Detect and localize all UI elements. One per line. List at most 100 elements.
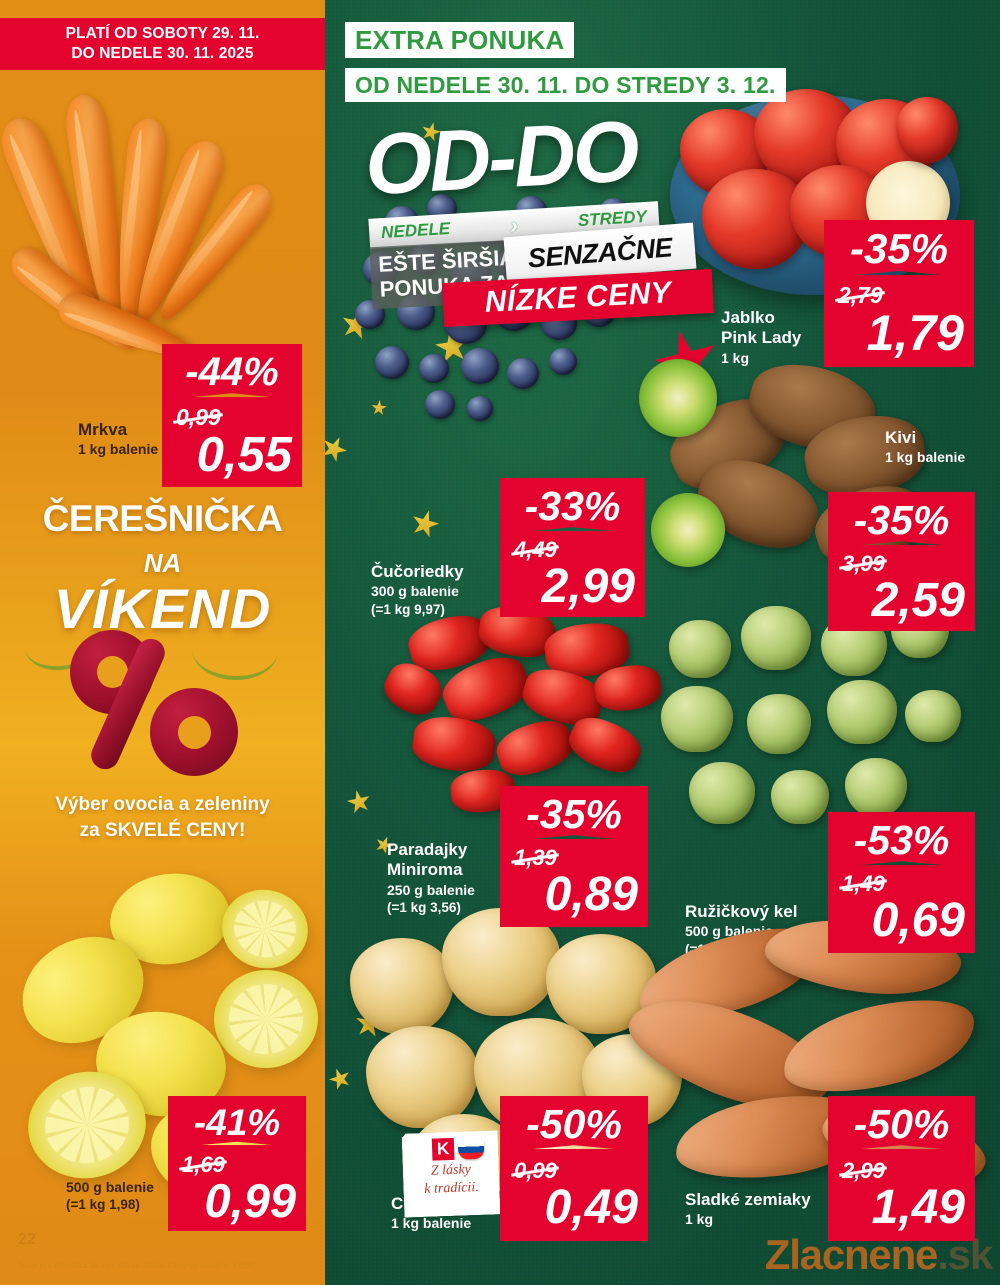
slovak-flag-icon bbox=[457, 1139, 485, 1160]
discount-jablko: -35% bbox=[824, 220, 974, 278]
price-box-paradajky: 1,39 0,89 bbox=[500, 839, 648, 927]
product-unit-citrony: 500 g balenie bbox=[66, 1179, 154, 1195]
discount-citrony: -41% bbox=[168, 1096, 306, 1148]
cherry-stem-right-icon bbox=[190, 618, 280, 682]
discount-mrkva: -44% bbox=[162, 344, 302, 400]
kaufland-logo-icon bbox=[431, 1137, 455, 1161]
product-name-zemiaky: Sladké zemiaky bbox=[685, 1190, 811, 1209]
new-price-kel: 0,69 bbox=[871, 894, 965, 947]
price-badge-kivi: -35% 3,99 2,59 bbox=[828, 492, 975, 631]
offer-period-tag: OD NEDELE 30. 11. DO STREDY 3. 12. bbox=[345, 68, 786, 102]
old-price-paradajky: 1,39 bbox=[514, 845, 557, 870]
extra-offer-tag: EXTRA PONUKA bbox=[345, 22, 575, 58]
left-column: PLATÍ OD SOBOTY 29. 11. DO NEDELE 30. 11… bbox=[0, 0, 325, 1285]
ribbon-from: NEDELE bbox=[380, 218, 451, 243]
price-badge-cibula: -50% 0,99 0,49 bbox=[500, 1096, 648, 1241]
price-box-mrkva: 0,99 0,55 bbox=[162, 397, 302, 487]
product-perkg-citrony: (=1 kg 1,98) bbox=[66, 1197, 140, 1213]
product-name-kel: Ružičkový kel bbox=[685, 902, 798, 921]
new-price-cibula: 0,49 bbox=[544, 1181, 638, 1234]
hero-vikend: VÍKEND bbox=[53, 577, 272, 640]
new-price-zemiaky: 1,49 bbox=[871, 1181, 965, 1234]
price-box-cibula: 0,99 0,49 bbox=[500, 1149, 648, 1241]
product-name-cibula: Cibuľa žltá bbox=[391, 1194, 478, 1213]
price-badge-citrony: -41% 1,69 0,99 bbox=[168, 1096, 306, 1231]
hero-sub-line-2: za SKVELÉ CENY! bbox=[79, 819, 246, 841]
price-box-kivi: 3,99 2,59 bbox=[828, 545, 975, 631]
product-name-jablko-l2: Pink Lady bbox=[721, 328, 802, 348]
product-name-paradajky-l2: Miniroma bbox=[387, 860, 463, 880]
cherry-weekend-hero: ČEREŠNIČKA NA VÍKEND Výber ovocia a zele… bbox=[0, 492, 325, 847]
percent-ring-bottom-icon bbox=[150, 688, 238, 776]
product-name-paradajky-l1: Paradajky bbox=[387, 840, 468, 859]
discount-cucoriedky: -33% bbox=[500, 478, 645, 534]
product-label-citrony: 500 g balenie (=1 kg 1,98) bbox=[66, 1178, 154, 1214]
new-price-kivi: 2,59 bbox=[871, 574, 965, 627]
product-label-paradajky: Paradajky Miniroma 250 g balenie (=1 kg … bbox=[387, 840, 475, 917]
price-box-cucoriedky: 4,49 2,99 bbox=[500, 531, 645, 617]
hero-subtitle: Výber ovocia a zeleniny za SKVELÉ CENY! bbox=[0, 792, 325, 843]
new-price-jablko: 1,79 bbox=[866, 305, 964, 361]
ribbon-arrow-icon: › bbox=[509, 211, 519, 238]
old-price-zemiaky: 2,99 bbox=[842, 1158, 885, 1183]
product-unit-zemiaky: 1 kg bbox=[685, 1211, 714, 1228]
validity-line-1: PLATÍ OD SOBOTY 29. 11. bbox=[65, 25, 260, 43]
old-price-cibula: 0,99 bbox=[514, 1158, 557, 1183]
old-price-kivi: 3,99 bbox=[842, 551, 885, 576]
product-name-jablko-l1: Jablko bbox=[721, 308, 775, 327]
product-label-cibula: Cibuľa žltá 1 kg balenie bbox=[391, 1194, 478, 1233]
fineprint: Tovar je k dispozícii do vypredania záso… bbox=[18, 1260, 258, 1270]
price-box-citrony: 1,69 0,99 bbox=[168, 1145, 306, 1231]
product-unit-paradajky: 250 g balenie bbox=[387, 881, 475, 898]
hero-na: NA bbox=[143, 548, 182, 578]
discount-kel: -53% bbox=[828, 812, 975, 868]
page-number: 22 bbox=[18, 1231, 36, 1248]
validity-line-2: DO NEDELE 30. 11. 2025 bbox=[71, 45, 254, 62]
old-price-citrony: 1,69 bbox=[182, 1152, 225, 1177]
product-label-kivi: Kivi 1 kg balenie bbox=[885, 428, 965, 467]
od-do-title: OD-DO bbox=[362, 103, 639, 214]
new-price-cucoriedky: 2,99 bbox=[541, 560, 635, 613]
price-box-zemiaky: 2,99 1,49 bbox=[828, 1149, 975, 1241]
product-unit-jablko: 1 kg bbox=[721, 349, 750, 366]
price-badge-kel: -53% 1,49 0,69 bbox=[828, 812, 975, 953]
cherry-percent-icon bbox=[21, 614, 282, 784]
discount-zemiaky: -50% bbox=[828, 1096, 975, 1152]
new-price-paradajky: 0,89 bbox=[544, 868, 638, 921]
price-badge-mrkva: -44% 0,99 0,55 bbox=[162, 344, 302, 487]
validity-date-banner: PLATÍ OD SOBOTY 29. 11. DO NEDELE 30. 11… bbox=[0, 18, 325, 70]
discount-cibula: -50% bbox=[500, 1096, 648, 1152]
product-name-kivi: Kivi bbox=[885, 428, 917, 447]
product-label-jablko: Jablko Pink Lady 1 kg bbox=[721, 308, 801, 367]
price-badge-cucoriedky: -33% 4,49 2,99 bbox=[500, 478, 645, 617]
old-price-mrkva: 0,99 bbox=[176, 404, 221, 430]
product-unit-cibula: 1 kg balenie bbox=[391, 1215, 472, 1232]
product-perkg-paradajky: (=1 kg 3,56) bbox=[387, 899, 461, 915]
stamp-text: Z lásky k tradícii. bbox=[411, 1161, 492, 1199]
new-price-citrony: 0,99 bbox=[204, 1174, 296, 1227]
od-do-logo: OD-DO NEDELE › STREDY EŠTE ŠIRŠIA PONUKA… bbox=[363, 103, 714, 328]
product-unit-kivi: 1 kg balenie bbox=[885, 449, 966, 466]
product-label-mrkva: Mrkva 1 kg balenie bbox=[78, 420, 158, 459]
product-unit-mrkva: 1 kg balenie bbox=[78, 441, 159, 458]
old-price-jablko: 2,79 bbox=[838, 282, 883, 308]
old-price-cucoriedky: 4,49 bbox=[514, 537, 557, 562]
discount-paradajky: -35% bbox=[500, 786, 648, 842]
hero-title: ČEREŠNIČKA bbox=[42, 498, 283, 539]
product-name-mrkva: Mrkva bbox=[78, 420, 128, 439]
price-badge-zemiaky: -50% 2,99 1,49 bbox=[828, 1096, 975, 1241]
new-price-mrkva: 0,55 bbox=[196, 428, 292, 482]
old-price-kel: 1,49 bbox=[842, 871, 885, 896]
hero-sub-line-1: Výber ovocia a zeleniny bbox=[55, 794, 270, 815]
right-column: Jablko Pink Lady 1 kg -35% 2,79 1,79 bbox=[325, 0, 1000, 1285]
product-label-zemiaky: Sladké zemiaky 1 kg bbox=[685, 1190, 811, 1229]
discount-kivi: -35% bbox=[828, 492, 975, 548]
price-box-jablko: 2,79 1,79 bbox=[824, 275, 974, 367]
price-box-kel: 1,49 0,69 bbox=[828, 865, 975, 953]
product-label-cucoriedky: Čučoriedky 300 g balenie (=1 kg 9,97) bbox=[371, 562, 464, 618]
product-unit-cucoriedky: 300 g balenie bbox=[371, 583, 459, 600]
price-badge-jablko: -35% 2,79 1,79 bbox=[824, 220, 974, 367]
product-perkg-cucoriedky: (=1 kg 9,97) bbox=[371, 601, 445, 617]
product-name-cucoriedky: Čučoriedky bbox=[371, 562, 464, 581]
